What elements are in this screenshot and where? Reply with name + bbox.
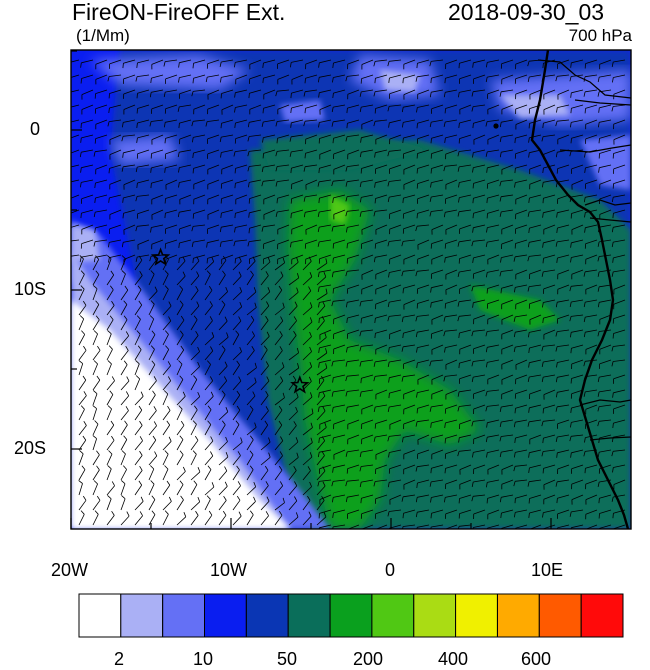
wind-barb-feather: [445, 468, 446, 473]
wind-barb-feather: [221, 123, 222, 128]
lat-label-20s: 20S: [14, 438, 46, 459]
wind-barb-feather: [333, 138, 334, 143]
lon-label-0: 0: [385, 560, 395, 581]
wind-barb-feather: [403, 288, 404, 293]
wind-barb-feather: [571, 108, 572, 113]
wind-barb-feather: [165, 213, 166, 218]
wind-barb-feather: [403, 513, 404, 518]
wind-barb-feather: [109, 168, 110, 173]
wind-barb-feather: [263, 108, 264, 113]
wind-barb-feather: [305, 108, 306, 113]
wind-barb-feather: [487, 198, 488, 203]
wind-barb-feather: [249, 93, 250, 98]
wind-barb-feather: [599, 498, 600, 503]
wind-barb-feather: [515, 168, 516, 173]
lon-label-10w: 10W: [210, 560, 247, 581]
wind-barb-feather: [235, 213, 236, 218]
wind-barb-feather: [66, 241, 67, 246]
lon-label-10e: 10E: [531, 560, 563, 581]
wind-barb-feather: [235, 183, 236, 188]
wind-barb-feather: [613, 513, 614, 518]
wind-barb-feather: [417, 123, 418, 128]
wind-barb-feather: [347, 108, 348, 113]
wind-barb-feather: [291, 213, 292, 218]
wind-barb-feather: [361, 318, 362, 323]
wind-barb-feather: [543, 63, 544, 68]
wind-barb-feather: [277, 138, 278, 143]
wind-barb-feather: [613, 213, 614, 218]
wind-barb-feather: [375, 78, 376, 83]
wind-barb-feather: [431, 468, 432, 473]
wind-barb-feather: [431, 138, 432, 143]
wind-barb-feather: [459, 363, 460, 368]
wind-barb-feather: [403, 198, 404, 203]
wind-barb-feather: [557, 498, 558, 503]
lon-label-20w: 20W: [51, 560, 88, 581]
wind-barb-feather: [417, 63, 418, 68]
lat-label-0: 0: [30, 119, 40, 140]
wind-barb-feather: [319, 198, 320, 203]
wind-barb-feather: [193, 78, 194, 83]
wind-barb-feather: [151, 183, 152, 188]
wind-barb-feather: [375, 333, 376, 338]
wind-barb-feather: [291, 93, 292, 98]
wind-barb-feather: [319, 318, 320, 323]
wind-barb-feather: [361, 498, 362, 503]
wind-barb-feather: [137, 93, 138, 98]
wind-barb-feather: [515, 138, 516, 143]
wind-barb-feather: [431, 513, 432, 518]
wind-barb-feather: [473, 213, 474, 218]
wind-barb-feather: [66, 257, 67, 262]
wind-barb-feather: [249, 228, 250, 233]
wind-barb-feather: [193, 258, 194, 263]
wind-barb-feather: [515, 408, 516, 413]
wind-barb-feather: [67, 93, 68, 98]
wind-barb-feather: [67, 183, 68, 188]
wind-barb-feather: [277, 198, 278, 203]
wind-barb-feather: [305, 153, 306, 158]
wind-barb-feather: [403, 78, 404, 83]
wind-barb-feather: [123, 213, 124, 218]
lat-label-10s: 10S: [14, 279, 46, 300]
wind-barb-feather: [347, 243, 348, 248]
wind-barb-feather: [417, 213, 418, 218]
wind-barb-feather: [571, 138, 572, 143]
wind-barb-feather: [67, 63, 68, 68]
wind-barb-feather: [347, 123, 348, 128]
wind-barb-feather: [445, 78, 446, 83]
wind-barb-feather: [501, 288, 502, 293]
wind-barb-feather: [67, 168, 68, 173]
wind-barb-feather: [319, 168, 320, 173]
map-canvas: [66, 50, 631, 534]
wind-barb-feather: [263, 78, 264, 83]
wind-barb-feather: [193, 63, 194, 68]
island: [493, 123, 498, 128]
wind-barb-feather: [179, 123, 180, 128]
wind-barb-feather: [361, 378, 362, 383]
wind-barb-feather: [291, 168, 292, 173]
wind-barb-feather: [123, 63, 124, 68]
wind-barb-feather: [473, 123, 474, 128]
wind-barb-feather: [67, 108, 68, 113]
wind-barb-feather: [599, 138, 600, 143]
wind-barb-feather: [571, 348, 572, 353]
wind-barb-feather: [389, 393, 390, 398]
wind-barb-feather: [81, 213, 82, 218]
wind-barb-feather: [305, 78, 306, 83]
wind-barb-feather: [431, 78, 432, 83]
wind-barb-feather: [473, 198, 474, 203]
wind-barb-feather: [165, 138, 166, 143]
wind-barb-feather: [67, 123, 68, 128]
wind-barb-feather: [543, 258, 544, 263]
